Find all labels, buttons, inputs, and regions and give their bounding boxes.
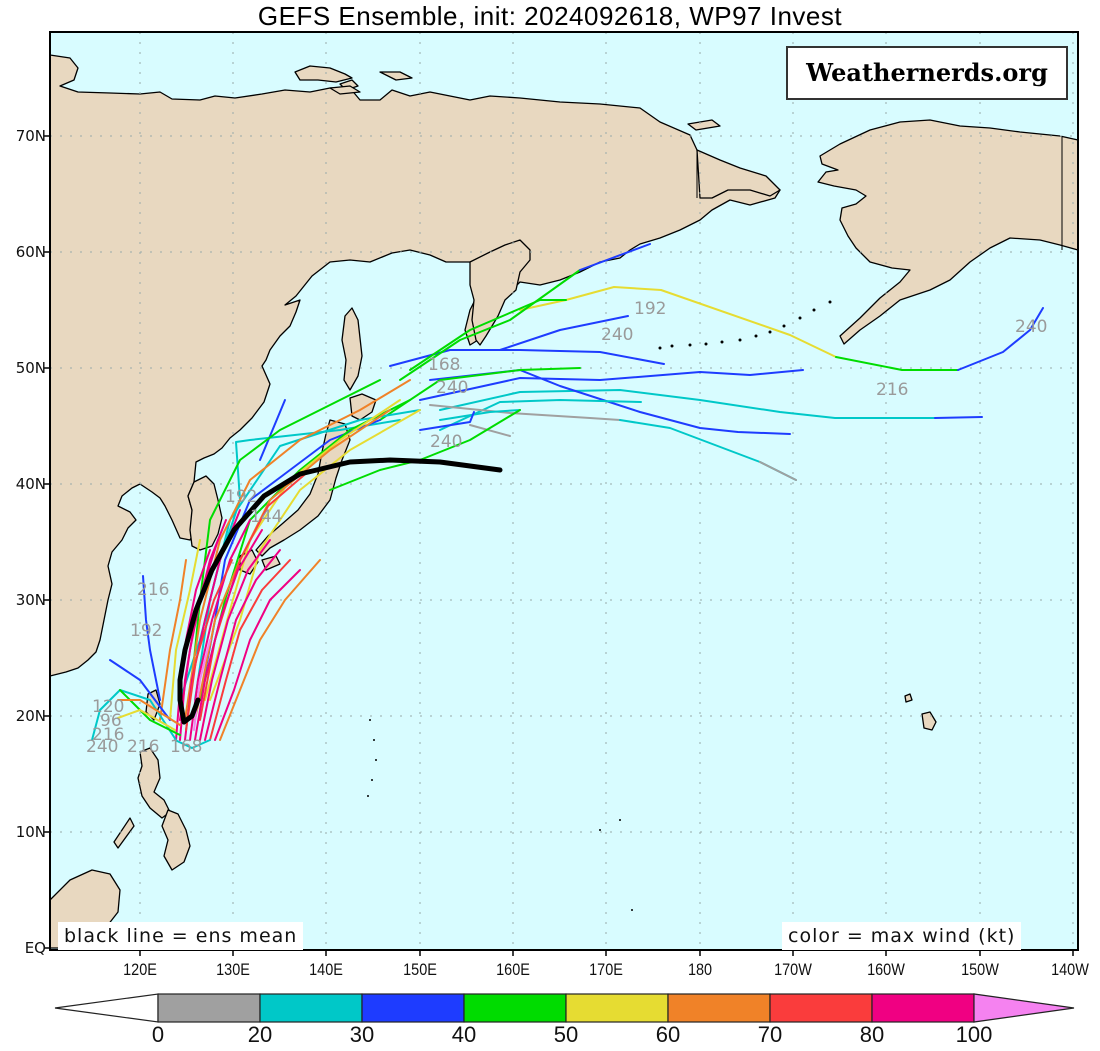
colorbar-tick: 100 [955, 1022, 993, 1047]
colorbar-tick: 20 [247, 1022, 273, 1047]
colorbar-bin [463, 993, 567, 1023]
aleutian-islands [367, 300, 832, 911]
lon-label: 150E [403, 960, 437, 979]
colorbar-tick: 0 [151, 1022, 165, 1047]
axis-ticks [44, 135, 1074, 956]
track-label: 240 [1015, 317, 1047, 337]
colorbar-bin [565, 993, 669, 1023]
colorbar [54, 993, 1075, 1023]
lon-label: 130E [216, 960, 250, 979]
lat-label: EQ [24, 939, 46, 957]
forecast-hour-labels: 192 240 240 216 240 168 240 240 216 168 … [86, 299, 1047, 757]
track-label: 192 [130, 621, 162, 641]
map-frame [49, 31, 1079, 951]
brand-label: Weathernerds.org [786, 46, 1068, 100]
track-label: 96 [100, 711, 122, 731]
lon-label: 160E [496, 960, 530, 979]
track-label: 216 [137, 580, 169, 600]
track-label: 192 [225, 487, 257, 507]
colorbar-tick: 80 [859, 1022, 885, 1047]
colorbar-tick: 30 [349, 1022, 375, 1047]
track-label: 240 [436, 378, 468, 398]
colorbar-tick: 40 [451, 1022, 477, 1047]
colorbar-bin [667, 993, 771, 1023]
lon-label: 140W [1051, 960, 1089, 979]
colorbar-under-arrow [54, 993, 159, 1023]
lon-label: 120E [123, 960, 157, 979]
chart-title: GEFS Ensemble, init: 2024092618, WP97 In… [257, 1, 843, 31]
lat-label: 40N [15, 475, 46, 493]
track-label: 240 [430, 432, 462, 452]
color-legend: color = max wind (kt) [782, 922, 1022, 950]
colorbar-bin [361, 993, 465, 1023]
ens-mean-legend: black line = ens mean [58, 922, 304, 950]
ensemble-mean-track [177, 457, 503, 725]
colorbar-tick: 70 [757, 1022, 783, 1047]
ensemble-tracks [91, 243, 1044, 749]
lat-label: 30N [15, 591, 46, 609]
track-label: 120 [92, 697, 124, 717]
track-label: 216 [92, 725, 124, 745]
colorbar-bin [769, 993, 873, 1023]
lat-label: 50N [15, 359, 46, 377]
land-masses [49, 54, 1079, 949]
lon-label: 140E [309, 960, 343, 979]
colorbar-bin [157, 993, 261, 1023]
ensemble-mean-track-start [181, 697, 201, 725]
lon-label: 170E [589, 960, 623, 979]
colorbar-tick: 60 [655, 1022, 681, 1047]
track-label: 216 [127, 737, 159, 757]
lon-label: 170W [774, 960, 812, 979]
colorbar-tick: 50 [553, 1022, 579, 1047]
lon-label: 180 [687, 960, 713, 979]
track-label: 168 [428, 355, 460, 375]
colorbar-bin [871, 993, 975, 1023]
track-label: 144 [250, 507, 282, 527]
lon-label: 160W [867, 960, 905, 979]
track-label: 240 [601, 325, 633, 345]
lon-label: 150W [961, 960, 999, 979]
track-label: 240 [86, 737, 118, 757]
colorbar-bin [259, 993, 363, 1023]
track-label: 192 [634, 299, 666, 319]
colorbar-over-arrow [973, 993, 1075, 1023]
lat-label: 60N [15, 243, 46, 261]
lat-label: 20N [15, 707, 46, 725]
track-label: 216 [876, 380, 908, 400]
lat-label: 70N [15, 127, 46, 145]
track-label: 168 [170, 737, 202, 757]
grid-lines [50, 32, 1078, 950]
lat-label: 10N [15, 823, 46, 841]
